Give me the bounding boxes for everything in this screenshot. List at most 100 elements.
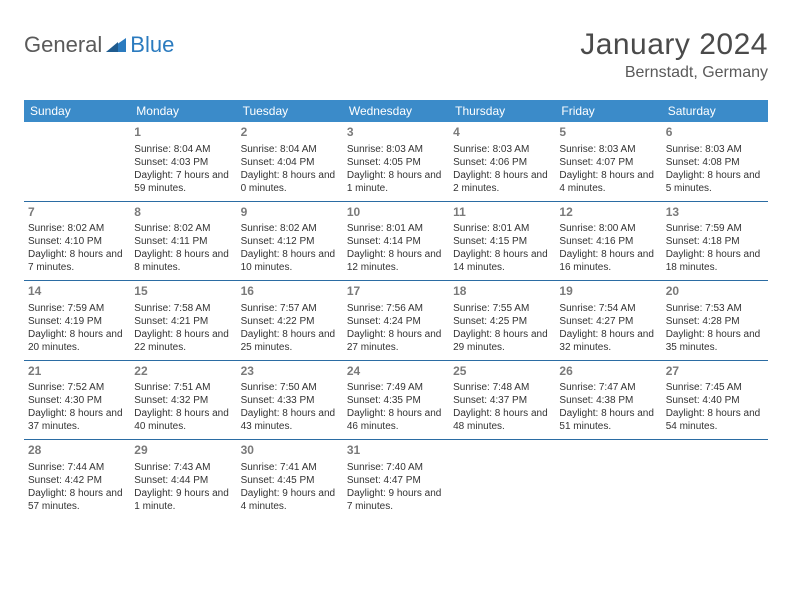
calendar-cell: 28Sunrise: 7:44 AMSunset: 4:42 PMDayligh… [24,440,130,519]
calendar-cell: 4Sunrise: 8:03 AMSunset: 4:06 PMDaylight… [449,122,555,201]
calendar-cell: 12Sunrise: 8:00 AMSunset: 4:16 PMDayligh… [555,201,661,281]
day-number: 22 [134,364,232,380]
day-number: 8 [134,205,232,221]
calendar-cell: 1Sunrise: 8:04 AMSunset: 4:03 PMDaylight… [130,122,236,201]
sunrise-text: Sunrise: 8:04 AM [241,143,339,156]
sunrise-text: Sunrise: 7:56 AM [347,302,445,315]
sunrise-text: Sunrise: 7:59 AM [666,222,764,235]
sunset-text: Sunset: 4:15 PM [453,235,551,248]
day-number: 16 [241,284,339,300]
daylight-text: Daylight: 8 hours and 10 minutes. [241,248,339,274]
day-number: 9 [241,205,339,221]
calendar-cell: 30Sunrise: 7:41 AMSunset: 4:45 PMDayligh… [237,440,343,519]
daylight-text: Daylight: 8 hours and 51 minutes. [559,407,657,433]
day-number: 25 [453,364,551,380]
sunset-text: Sunset: 4:05 PM [347,156,445,169]
sunrise-text: Sunrise: 7:51 AM [134,381,232,394]
calendar-row: 28Sunrise: 7:44 AMSunset: 4:42 PMDayligh… [24,440,768,519]
day-number: 27 [666,364,764,380]
calendar-cell [24,122,130,201]
sunset-text: Sunset: 4:32 PM [134,394,232,407]
sunrise-text: Sunrise: 8:01 AM [347,222,445,235]
day-number: 6 [666,125,764,141]
sunset-text: Sunset: 4:25 PM [453,315,551,328]
calendar-row: 14Sunrise: 7:59 AMSunset: 4:19 PMDayligh… [24,281,768,361]
day-number: 3 [347,125,445,141]
day-number: 23 [241,364,339,380]
calendar-cell: 27Sunrise: 7:45 AMSunset: 4:40 PMDayligh… [662,360,768,440]
sunset-text: Sunset: 4:27 PM [559,315,657,328]
daylight-text: Daylight: 8 hours and 29 minutes. [453,328,551,354]
sunrise-text: Sunrise: 7:50 AM [241,381,339,394]
title-block: January 2024 Bernstadt, Germany [580,28,768,82]
daylight-text: Daylight: 8 hours and 25 minutes. [241,328,339,354]
day-number: 15 [134,284,232,300]
calendar-cell: 20Sunrise: 7:53 AMSunset: 4:28 PMDayligh… [662,281,768,361]
daylight-text: Daylight: 8 hours and 2 minutes. [453,169,551,195]
sunset-text: Sunset: 4:11 PM [134,235,232,248]
calendar-cell: 2Sunrise: 8:04 AMSunset: 4:04 PMDaylight… [237,122,343,201]
calendar-cell [662,440,768,519]
daylight-text: Daylight: 9 hours and 4 minutes. [241,487,339,513]
brand-text-2: Blue [130,32,174,58]
sunset-text: Sunset: 4:33 PM [241,394,339,407]
day-number: 1 [134,125,232,141]
sunset-text: Sunset: 4:44 PM [134,474,232,487]
sunrise-text: Sunrise: 7:54 AM [559,302,657,315]
daylight-text: Daylight: 8 hours and 0 minutes. [241,169,339,195]
sunset-text: Sunset: 4:10 PM [28,235,126,248]
calendar-cell: 3Sunrise: 8:03 AMSunset: 4:05 PMDaylight… [343,122,449,201]
daylight-text: Daylight: 7 hours and 59 minutes. [134,169,232,195]
calendar-cell: 14Sunrise: 7:59 AMSunset: 4:19 PMDayligh… [24,281,130,361]
day-number: 31 [347,443,445,459]
calendar-cell: 8Sunrise: 8:02 AMSunset: 4:11 PMDaylight… [130,201,236,281]
calendar-cell: 21Sunrise: 7:52 AMSunset: 4:30 PMDayligh… [24,360,130,440]
sunset-text: Sunset: 4:28 PM [666,315,764,328]
page-title: January 2024 [580,28,768,62]
daylight-text: Daylight: 9 hours and 7 minutes. [347,487,445,513]
day-number: 14 [28,284,126,300]
sunrise-text: Sunrise: 7:43 AM [134,461,232,474]
sunrise-text: Sunrise: 7:41 AM [241,461,339,474]
daylight-text: Daylight: 8 hours and 48 minutes. [453,407,551,433]
header: General Blue January 2024 Bernstadt, Ger… [24,28,768,82]
weekday-header: Saturday [662,100,768,122]
sunrise-text: Sunrise: 8:03 AM [453,143,551,156]
day-number: 7 [28,205,126,221]
sunrise-text: Sunrise: 7:57 AM [241,302,339,315]
sunrise-text: Sunrise: 7:55 AM [453,302,551,315]
day-number: 2 [241,125,339,141]
sunset-text: Sunset: 4:38 PM [559,394,657,407]
day-number: 21 [28,364,126,380]
calendar-cell: 22Sunrise: 7:51 AMSunset: 4:32 PMDayligh… [130,360,236,440]
calendar-cell: 24Sunrise: 7:49 AMSunset: 4:35 PMDayligh… [343,360,449,440]
daylight-text: Daylight: 8 hours and 32 minutes. [559,328,657,354]
day-number: 26 [559,364,657,380]
calendar-cell: 29Sunrise: 7:43 AMSunset: 4:44 PMDayligh… [130,440,236,519]
sunset-text: Sunset: 4:30 PM [28,394,126,407]
day-number: 24 [347,364,445,380]
calendar-cell: 17Sunrise: 7:56 AMSunset: 4:24 PMDayligh… [343,281,449,361]
sunset-text: Sunset: 4:06 PM [453,156,551,169]
calendar-cell: 7Sunrise: 8:02 AMSunset: 4:10 PMDaylight… [24,201,130,281]
sunrise-text: Sunrise: 8:02 AM [241,222,339,235]
daylight-text: Daylight: 8 hours and 4 minutes. [559,169,657,195]
daylight-text: Daylight: 8 hours and 1 minute. [347,169,445,195]
calendar-cell: 31Sunrise: 7:40 AMSunset: 4:47 PMDayligh… [343,440,449,519]
weekday-header: Thursday [449,100,555,122]
day-number: 29 [134,443,232,459]
sunset-text: Sunset: 4:03 PM [134,156,232,169]
calendar-cell: 6Sunrise: 8:03 AMSunset: 4:08 PMDaylight… [662,122,768,201]
sunrise-text: Sunrise: 7:47 AM [559,381,657,394]
day-number: 11 [453,205,551,221]
calendar-body: 1Sunrise: 8:04 AMSunset: 4:03 PMDaylight… [24,122,768,519]
sunrise-text: Sunrise: 8:02 AM [134,222,232,235]
weekday-header-row: Sunday Monday Tuesday Wednesday Thursday… [24,100,768,122]
calendar-cell: 18Sunrise: 7:55 AMSunset: 4:25 PMDayligh… [449,281,555,361]
sunset-text: Sunset: 4:07 PM [559,156,657,169]
day-number: 12 [559,205,657,221]
daylight-text: Daylight: 8 hours and 12 minutes. [347,248,445,274]
sunrise-text: Sunrise: 8:00 AM [559,222,657,235]
sunset-text: Sunset: 4:47 PM [347,474,445,487]
sunrise-text: Sunrise: 8:03 AM [666,143,764,156]
